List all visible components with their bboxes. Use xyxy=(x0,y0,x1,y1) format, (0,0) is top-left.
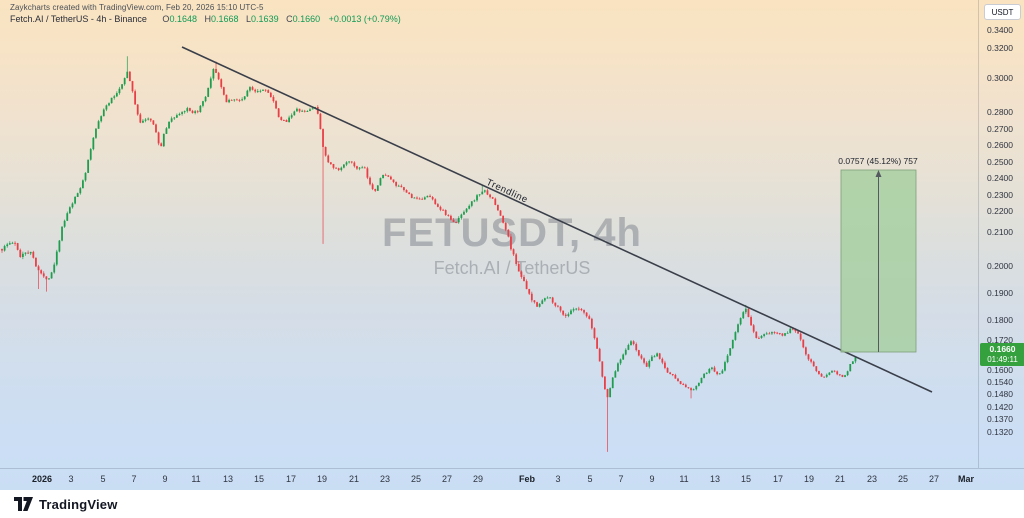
price-tick-label: 0.1540 xyxy=(987,377,1013,387)
bar-countdown: 01:49:11 xyxy=(987,354,1018,364)
time-tick-label: 17 xyxy=(285,474,296,484)
tradingview-brand-text: TradingView xyxy=(39,496,118,512)
time-tick-label: 25 xyxy=(897,474,908,484)
time-tick-label: 15 xyxy=(740,474,751,484)
price-tick-label: 0.3400 xyxy=(987,25,1013,35)
attribution-text: Zaykcharts created with TradingView.com,… xyxy=(10,3,264,12)
time-tick-label: 3 xyxy=(555,474,561,484)
price-range-label: 0.0757 (45.12%) 757 xyxy=(838,156,918,166)
last-price-badge: 0.1660 01:49:11 xyxy=(980,343,1024,366)
time-tick-label: 25 xyxy=(410,474,421,484)
price-tick-label: 0.1720 xyxy=(987,335,1013,345)
price-tick-label: 0.3000 xyxy=(987,73,1013,83)
time-tick-label: 21 xyxy=(348,474,359,484)
time-tick-label: 29 xyxy=(472,474,483,484)
time-tick-label: 7 xyxy=(131,474,137,484)
price-tick-label: 0.3200 xyxy=(987,43,1013,53)
time-tick-label: 27 xyxy=(441,474,452,484)
price-tick-label: 0.1420 xyxy=(987,402,1013,412)
symbol-title: Fetch.AI / TetherUS - 4h - Binance xyxy=(10,14,147,24)
time-tick-label: Feb xyxy=(518,474,535,484)
time-tick-label: 21 xyxy=(834,474,845,484)
tradingview-logo-link[interactable]: TradingView xyxy=(14,497,118,512)
price-tick-label: 0.2700 xyxy=(987,123,1013,134)
currency-toggle-button[interactable]: USDT xyxy=(984,4,1021,20)
low-value: 0.1639 xyxy=(251,14,279,24)
projection-box-drawing[interactable] xyxy=(840,169,917,353)
time-tick-label: 11 xyxy=(191,474,201,484)
last-price-value: 0.1660 xyxy=(989,344,1016,354)
price-tick-label: 0.2200 xyxy=(987,206,1013,216)
tradingview-logo-icon xyxy=(14,497,33,511)
price-tick-label: 0.1370 xyxy=(987,414,1013,424)
price-tick-label: 0.2000 xyxy=(987,261,1013,271)
time-tick-label: 27 xyxy=(928,474,939,484)
change-value: +0.0013 (+0.79%) xyxy=(328,14,401,24)
price-tick-label: 0.2300 xyxy=(987,189,1013,200)
open-label: O xyxy=(162,14,170,24)
trendline-drawing[interactable] xyxy=(181,46,933,393)
time-tick-label: 5 xyxy=(100,474,106,484)
price-tick-label: 0.2600 xyxy=(987,140,1013,150)
low-label: L xyxy=(246,14,252,24)
price-axis[interactable]: USDT 0.3400 0.3200 0.3000 0.2800 0.2700 0.260… xyxy=(978,0,1024,468)
time-tick-label: 3 xyxy=(68,474,74,484)
candlestick-chart-canvas[interactable] xyxy=(0,0,978,468)
time-tick-label: 13 xyxy=(222,474,233,484)
time-tick-label: 19 xyxy=(316,474,327,484)
price-range-arrow-icon xyxy=(875,170,882,177)
price-tick-label: 0.2100 xyxy=(987,227,1013,237)
open-value: 0.1648 xyxy=(169,14,197,24)
time-tick-label: 19 xyxy=(803,474,814,484)
time-tick-label: 13 xyxy=(709,474,720,484)
time-tick-label: 9 xyxy=(162,474,168,484)
price-tick-label: 0.1600 xyxy=(987,365,1013,375)
price-tick-label: 0.1320 xyxy=(987,427,1013,437)
time-tick-label: 5 xyxy=(587,474,593,484)
close-label: C xyxy=(286,14,293,24)
time-tick-label: Mar xyxy=(957,474,974,484)
time-tick-label: 2026 xyxy=(31,474,53,484)
price-tick-label: 0.1900 xyxy=(987,288,1013,298)
candles-layer xyxy=(1,56,857,452)
time-tick-label: 9 xyxy=(649,474,655,484)
time-tick-label: 15 xyxy=(253,474,264,484)
price-tick-label: 0.2500 xyxy=(987,156,1013,167)
time-tick-label: 11 xyxy=(679,474,689,484)
time-tick-label: 7 xyxy=(618,474,624,484)
time-tick-label: 17 xyxy=(772,474,783,484)
time-axis[interactable]: 2026 3 5 7 9 11 13 15 17 19 21 23 25 27 29 Feb 3 5 7 9 11 13 1… xyxy=(0,468,1024,490)
time-tick-label: 23 xyxy=(866,474,877,484)
close-value: 0.1660 xyxy=(292,14,321,24)
price-tick-label: 0.2800 xyxy=(987,107,1013,117)
time-tick-label: 23 xyxy=(379,474,390,484)
high-value: 0.1668 xyxy=(210,14,239,24)
high-label: H xyxy=(204,14,211,24)
price-tick-label: 0.2400 xyxy=(987,173,1013,183)
price-tick-label: 0.1480 xyxy=(987,389,1013,399)
price-tick-label: 0.1800 xyxy=(987,315,1013,325)
symbol-legend[interactable]: Fetch.AI / TetherUS - 4h - Binance O0.16… xyxy=(10,14,401,24)
footer-bar: TradingView xyxy=(0,490,1024,518)
